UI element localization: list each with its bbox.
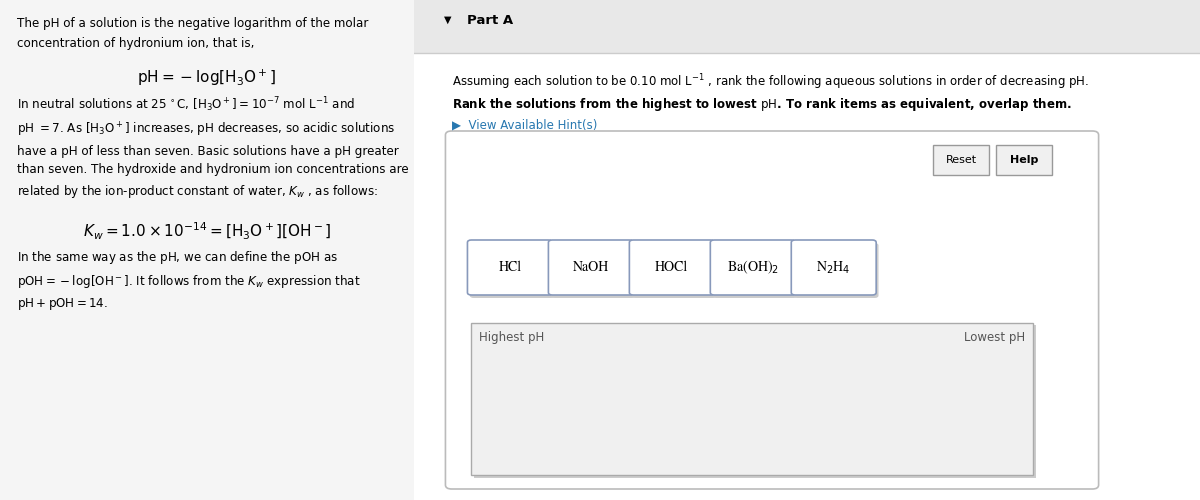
Text: Highest pH: Highest pH (479, 332, 545, 344)
FancyBboxPatch shape (414, 0, 1200, 52)
Text: HCl: HCl (498, 261, 522, 274)
FancyBboxPatch shape (710, 240, 796, 295)
Text: In neutral solutions at 25$\,^\circ$C, $[\mathrm{H_3O^+}] = 10^{-7}$ mol L$^{-1}: In neutral solutions at 25$\,^\circ$C, $… (17, 95, 408, 200)
Text: N$_2$H$_4$: N$_2$H$_4$ (816, 260, 851, 276)
Text: In the same way as the pH, we can define the $\mathrm{pOH}$ as
$\mathrm{pOH} = -: In the same way as the pH, we can define… (17, 248, 360, 312)
Text: Part A: Part A (468, 14, 514, 26)
FancyBboxPatch shape (791, 240, 876, 295)
Text: concentration of hydronium ion, that is,: concentration of hydronium ion, that is, (17, 38, 254, 51)
Text: The pH of a solution is the negative logarithm of the molar: The pH of a solution is the negative log… (17, 18, 368, 30)
FancyBboxPatch shape (468, 240, 552, 295)
Text: Ba(OH)$_2$: Ba(OH)$_2$ (727, 259, 779, 276)
FancyBboxPatch shape (551, 243, 636, 298)
FancyBboxPatch shape (996, 145, 1052, 175)
Text: $\mathrm{pH} = -\log[\mathrm{H_3O^+}]$: $\mathrm{pH} = -\log[\mathrm{H_3O^+}]$ (138, 68, 276, 88)
Text: Lowest pH: Lowest pH (965, 332, 1026, 344)
FancyBboxPatch shape (548, 240, 634, 295)
FancyBboxPatch shape (629, 240, 714, 295)
FancyBboxPatch shape (470, 243, 554, 298)
Text: Reset: Reset (946, 155, 977, 165)
FancyBboxPatch shape (793, 243, 878, 298)
FancyBboxPatch shape (631, 243, 716, 298)
Text: Help: Help (1009, 155, 1038, 165)
Text: ▼: ▼ (444, 15, 451, 25)
FancyBboxPatch shape (932, 145, 989, 175)
Text: Rank the solutions from the highest to lowest $\mathrm{pH}$. To rank items as eq: Rank the solutions from the highest to l… (451, 96, 1072, 113)
FancyBboxPatch shape (414, 52, 1200, 500)
Text: Assuming each solution to be 0.10 mol L$^{-1}$ , rank the following aqueous solu: Assuming each solution to be 0.10 mol L$… (451, 72, 1088, 92)
FancyBboxPatch shape (474, 325, 1036, 478)
FancyBboxPatch shape (472, 322, 1033, 475)
FancyBboxPatch shape (713, 243, 798, 298)
FancyBboxPatch shape (445, 131, 1099, 489)
Text: $K_w = 1.0 \times 10^{-14} = [\mathrm{H_3O^+}][\mathrm{OH^-}]$: $K_w = 1.0 \times 10^{-14} = [\mathrm{H_… (83, 221, 331, 242)
Text: HOCl: HOCl (655, 261, 689, 274)
Text: NaOH: NaOH (572, 261, 608, 274)
Text: ▶  View Available Hint(s): ▶ View Available Hint(s) (451, 119, 598, 132)
